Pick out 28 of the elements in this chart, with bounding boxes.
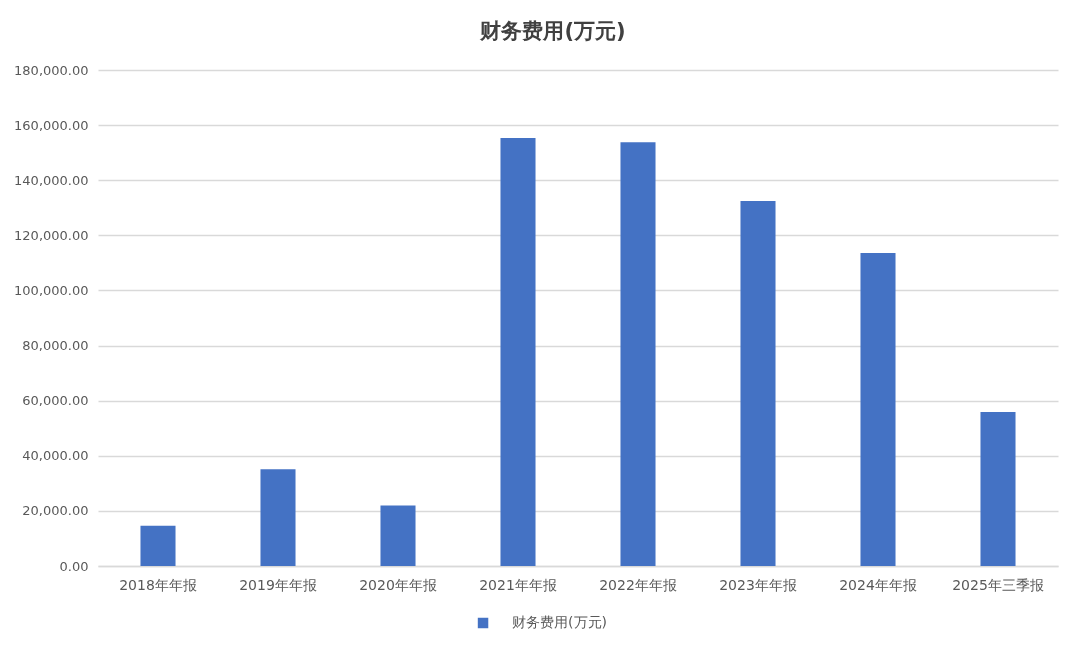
bar	[380, 505, 416, 566]
x-tick-label: 2019年年报	[239, 576, 317, 593]
y-tick-label: 140,000.00	[14, 172, 89, 188]
x-tick-label: 2025年三季报	[952, 576, 1044, 593]
bar	[260, 469, 296, 566]
bar	[620, 142, 656, 566]
bar	[500, 138, 536, 566]
x-tick-label: 2023年年报	[719, 576, 797, 593]
y-tick-label: 160,000.00	[14, 117, 89, 133]
y-tick-label: 0.00	[59, 558, 89, 574]
x-tick-label: 2022年年报	[599, 576, 677, 593]
y-tick-label: 60,000.00	[22, 393, 89, 409]
x-tick-label: 2020年年报	[359, 576, 437, 593]
y-tick-label: 100,000.00	[14, 282, 89, 298]
chart-title: 财务费用(万元)	[479, 19, 626, 43]
x-tick-label: 2021年年报	[479, 576, 557, 593]
bar	[740, 200, 776, 566]
y-tick-label: 120,000.00	[14, 227, 89, 243]
x-tick-label: 2024年年报	[839, 576, 917, 593]
bar	[860, 252, 896, 566]
y-tick-label: 180,000.00	[14, 62, 89, 78]
x-tick-label: 2018年年报	[119, 576, 197, 593]
y-tick-label: 40,000.00	[22, 448, 89, 464]
y-tick-label: 80,000.00	[22, 338, 89, 354]
bar	[980, 411, 1016, 566]
legend-label: 财务费用(万元)	[512, 614, 607, 630]
y-tick-label: 20,000.00	[22, 503, 89, 519]
bar	[140, 525, 176, 566]
